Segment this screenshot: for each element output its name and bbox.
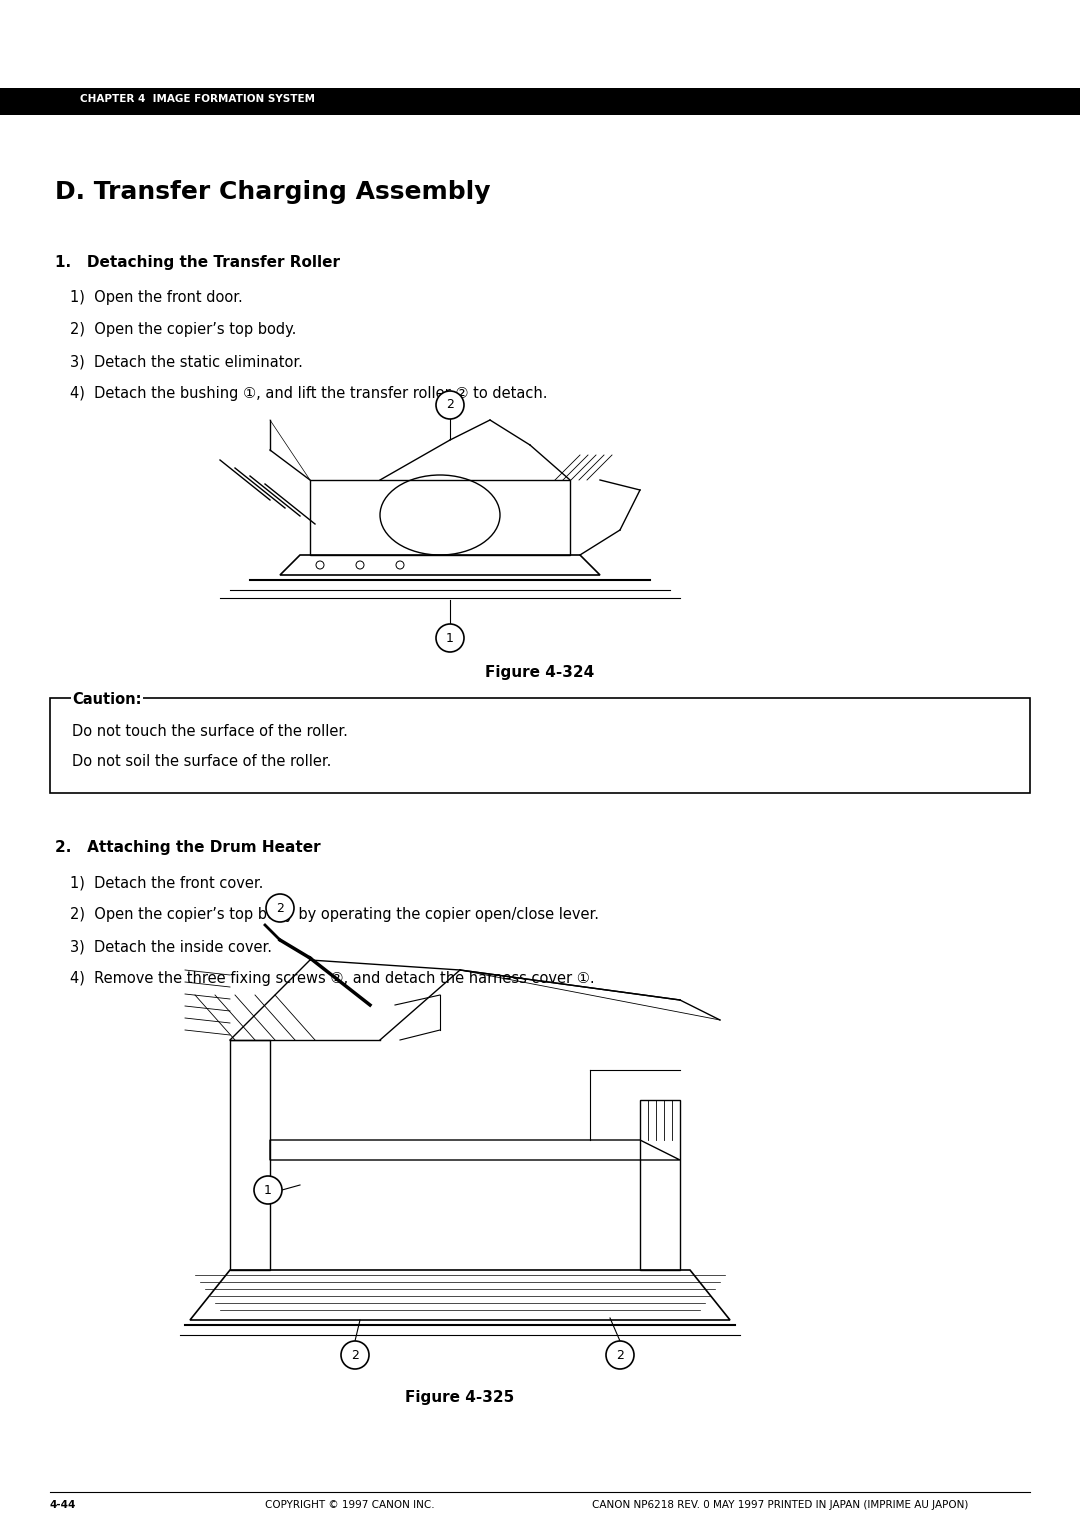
Text: 1: 1 bbox=[446, 631, 454, 645]
Text: 2)  Open the copier’s top body.: 2) Open the copier’s top body. bbox=[70, 322, 296, 338]
Bar bbox=[0, 89, 1080, 115]
Text: 1)  Detach the front cover.: 1) Detach the front cover. bbox=[70, 876, 264, 889]
Bar bbox=[55, 92, 73, 110]
Text: 3)  Detach the inside cover.: 3) Detach the inside cover. bbox=[70, 940, 272, 953]
Text: Caution:: Caution: bbox=[72, 692, 141, 706]
Text: 4)  Remove the three fixing screws ②, and detach the harness cover ①.: 4) Remove the three fixing screws ②, and… bbox=[70, 970, 595, 986]
Text: CHAPTER 4  IMAGE FORMATION SYSTEM: CHAPTER 4 IMAGE FORMATION SYSTEM bbox=[80, 95, 315, 104]
Text: 2: 2 bbox=[446, 399, 454, 411]
Text: 2: 2 bbox=[276, 902, 284, 914]
Circle shape bbox=[606, 1342, 634, 1369]
Circle shape bbox=[436, 623, 464, 652]
Circle shape bbox=[436, 391, 464, 419]
Circle shape bbox=[266, 894, 294, 921]
Text: D. Transfer Charging Assembly: D. Transfer Charging Assembly bbox=[55, 180, 490, 205]
Text: 4)  Detach the bushing ①, and lift the transfer roller ② to detach.: 4) Detach the bushing ①, and lift the tr… bbox=[70, 387, 548, 400]
Text: 2.   Attaching the Drum Heater: 2. Attaching the Drum Heater bbox=[55, 840, 321, 856]
Text: Figure 4-325: Figure 4-325 bbox=[405, 1390, 515, 1406]
Text: 1: 1 bbox=[265, 1184, 272, 1196]
Circle shape bbox=[341, 1342, 369, 1369]
Text: 3)  Detach the static eliminator.: 3) Detach the static eliminator. bbox=[70, 354, 302, 368]
Text: CANON NP6218 REV. 0 MAY 1997 PRINTED IN JAPAN (IMPRIME AU JAPON): CANON NP6218 REV. 0 MAY 1997 PRINTED IN … bbox=[592, 1500, 968, 1510]
Bar bbox=[50, 698, 1030, 793]
Text: COPYRIGHT © 1997 CANON INC.: COPYRIGHT © 1997 CANON INC. bbox=[266, 1500, 435, 1510]
Text: 1)  Open the front door.: 1) Open the front door. bbox=[70, 290, 243, 306]
Circle shape bbox=[254, 1177, 282, 1204]
Text: 2)  Open the copier’s top body by operating the copier open/close lever.: 2) Open the copier’s top body by operati… bbox=[70, 908, 599, 921]
Text: 2: 2 bbox=[616, 1349, 624, 1361]
Text: Do not soil the surface of the roller.: Do not soil the surface of the roller. bbox=[72, 753, 332, 769]
Text: Figure 4-324: Figure 4-324 bbox=[485, 665, 595, 680]
Text: 4-44: 4-44 bbox=[50, 1500, 77, 1510]
Text: Do not touch the surface of the roller.: Do not touch the surface of the roller. bbox=[72, 724, 348, 740]
Text: 1.   Detaching the Transfer Roller: 1. Detaching the Transfer Roller bbox=[55, 255, 340, 270]
Text: 2: 2 bbox=[351, 1349, 359, 1361]
